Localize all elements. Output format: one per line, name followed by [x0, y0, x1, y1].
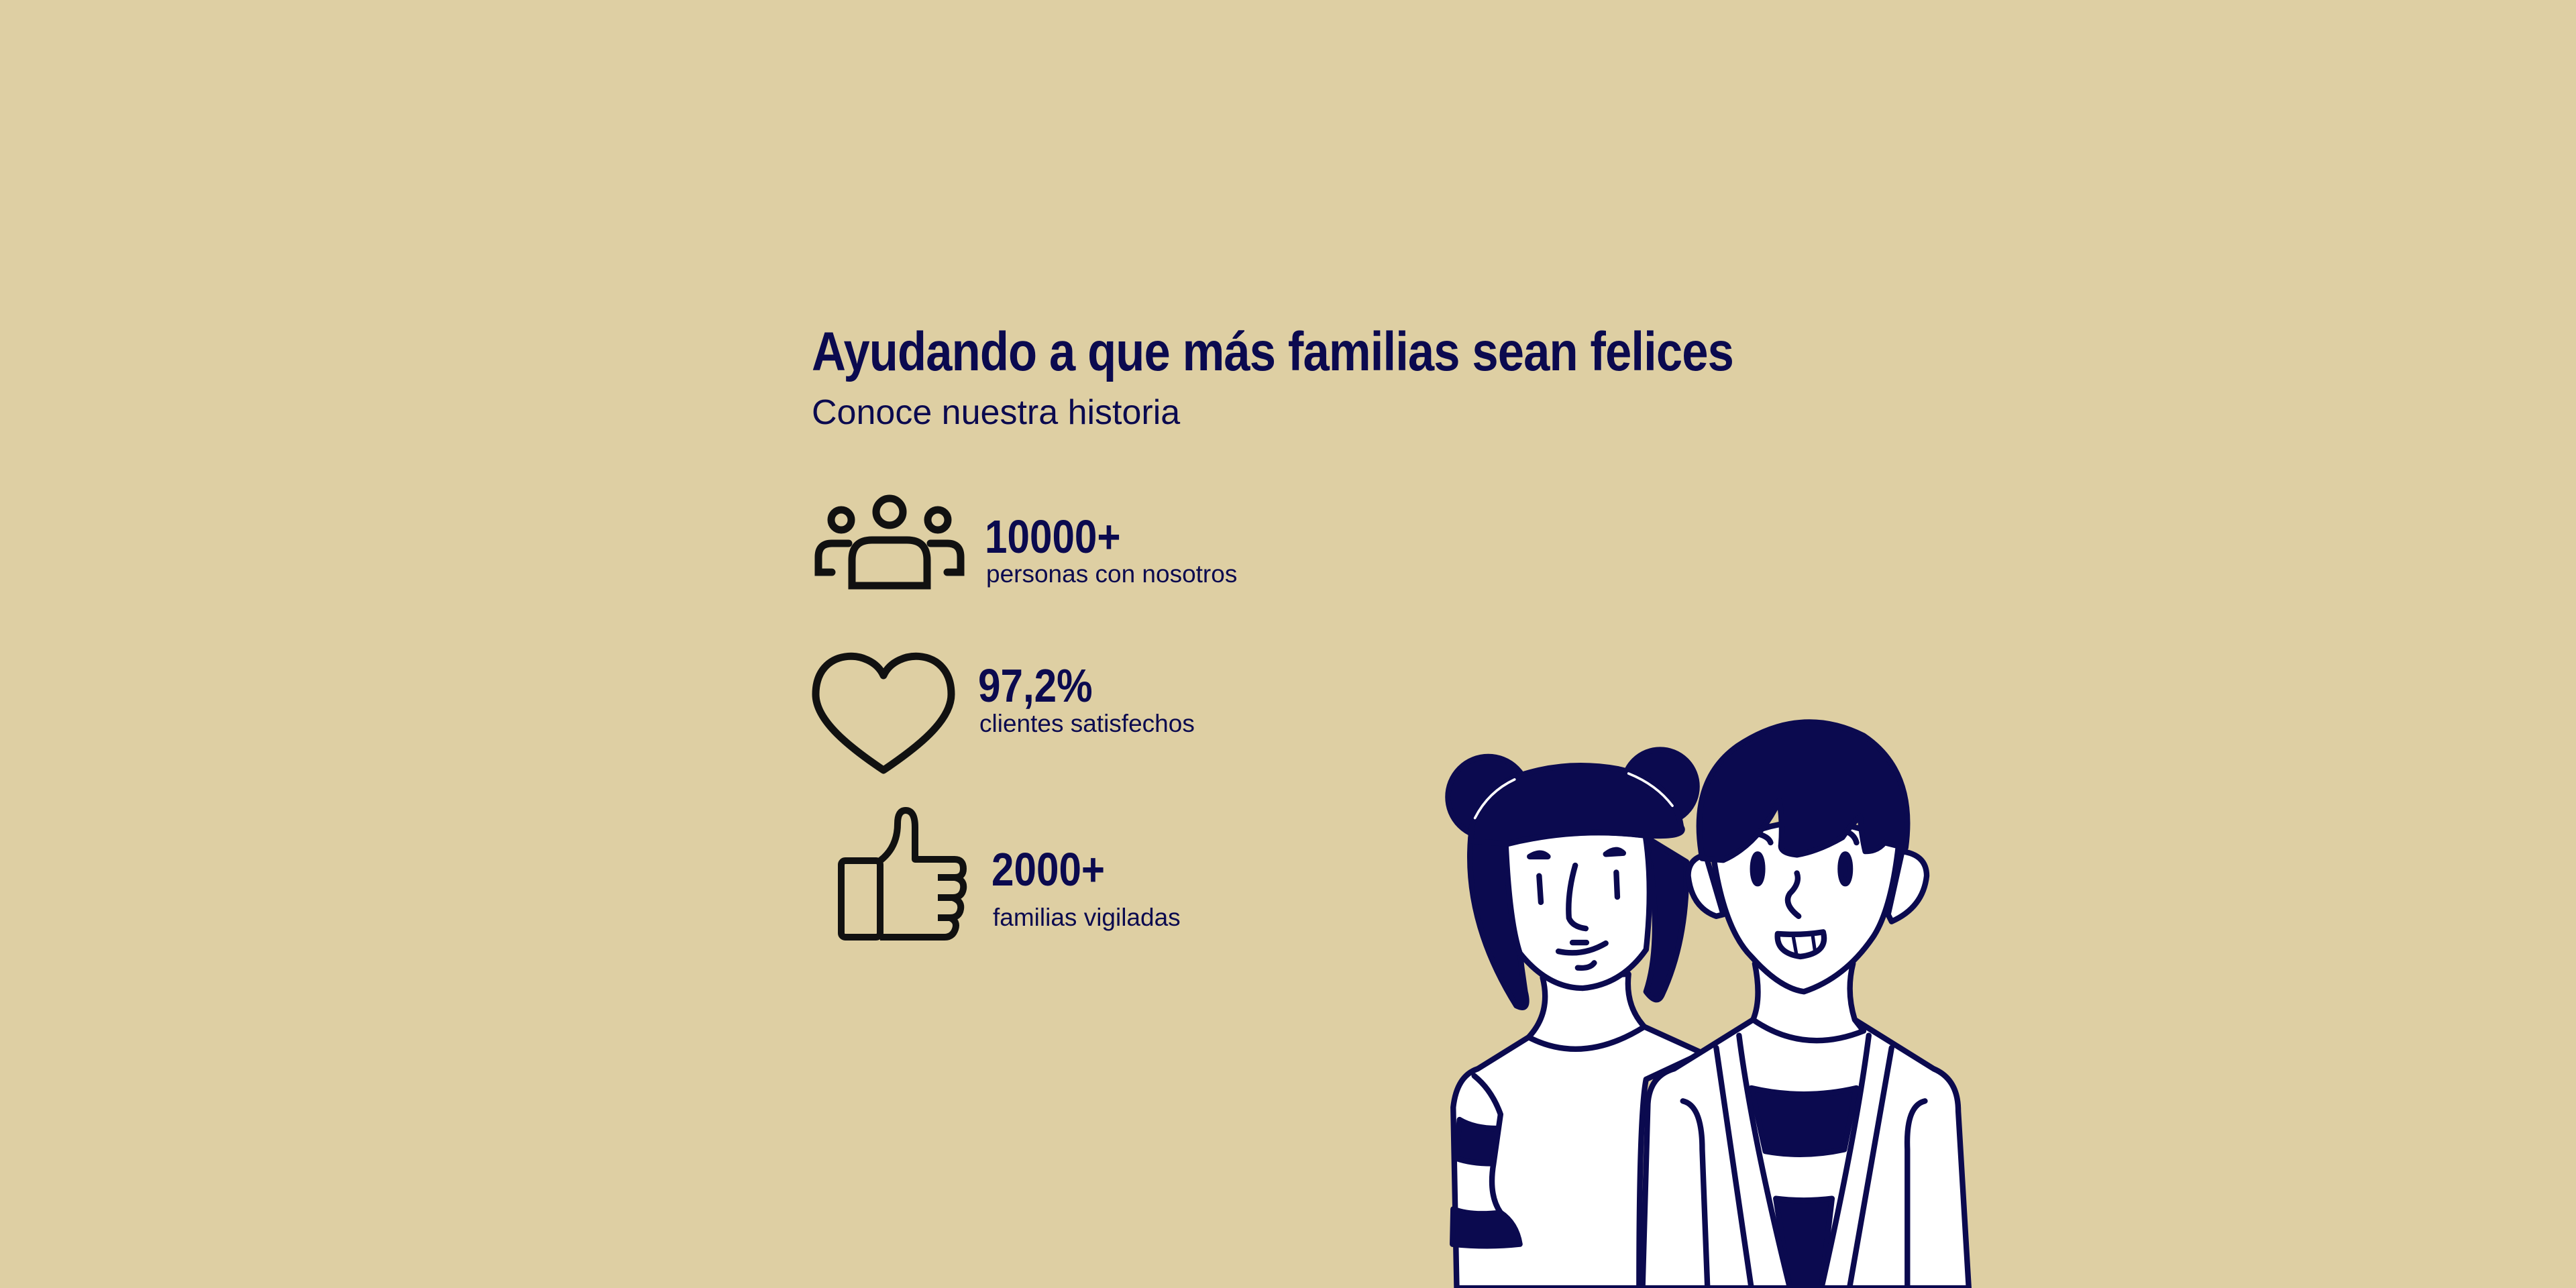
stat-value: 2000+: [991, 843, 1106, 896]
stat-value: 97,2%: [978, 659, 1093, 712]
page-title: Ayudando a que más familias sean felices: [812, 321, 1734, 382]
heart-icon: [812, 652, 955, 774]
stat-value: 10000+: [985, 511, 1121, 563]
page-subtitle: Conoce nuestra historia: [812, 393, 1181, 432]
stat-label: personas con nosotros: [986, 560, 1238, 588]
two-people-illustration: [1445, 719, 1972, 1288]
thumbs-up-icon: [838, 807, 967, 941]
stat-label: familias vigiladas: [993, 904, 1181, 931]
stat-label: clientes satisfechos: [979, 710, 1195, 737]
people-icon: [814, 494, 965, 590]
